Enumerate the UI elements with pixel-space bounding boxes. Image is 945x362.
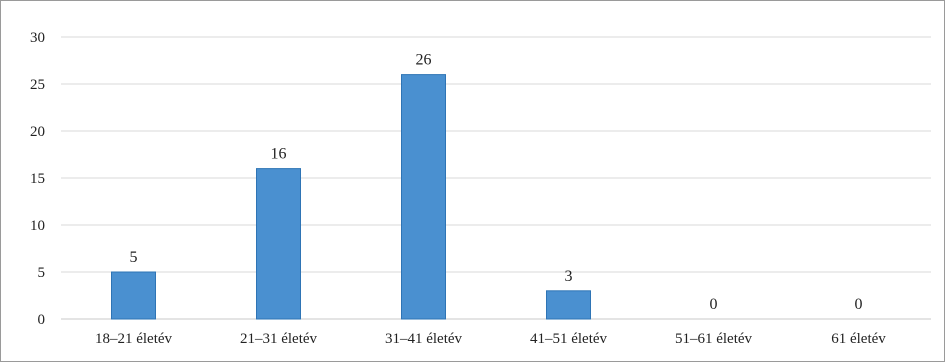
- data-label: 16: [271, 146, 287, 163]
- y-tick-label: 25: [30, 77, 45, 93]
- bars: [111, 74, 591, 320]
- y-axis-ticks: 0 5 10 15 20 25 30: [30, 30, 45, 328]
- x-category-label: 51–61 életév: [675, 331, 753, 347]
- y-tick-label: 20: [30, 124, 45, 140]
- data-label: 0: [710, 296, 718, 313]
- data-label: 3: [565, 268, 573, 285]
- x-category-label: 21–31 életév: [240, 331, 318, 347]
- data-label: 26: [416, 52, 432, 69]
- bar: [111, 271, 156, 320]
- x-category-label: 41–51 életév: [530, 331, 608, 347]
- bar: [401, 74, 446, 320]
- x-category-label: 61 életév: [831, 331, 886, 347]
- gridlines: [61, 36, 931, 320]
- x-axis-categories: 18–21 életév 21–31 életév 31–41 életév 41–5…: [95, 331, 886, 347]
- bar: [256, 168, 301, 320]
- data-label: 0: [855, 296, 863, 313]
- y-tick-label: 15: [30, 171, 45, 187]
- y-tick-label: 10: [30, 218, 45, 234]
- x-category-label: 18–21 életév: [95, 331, 173, 347]
- y-tick-label: 30: [30, 30, 45, 46]
- data-label: 5: [130, 249, 138, 266]
- y-tick-label: 0: [38, 312, 46, 328]
- bar: [546, 290, 591, 320]
- data-labels: 5 16 26 3 0 0: [130, 52, 863, 313]
- x-category-label: 31–41 életév: [385, 331, 463, 347]
- y-tick-label: 5: [38, 265, 46, 281]
